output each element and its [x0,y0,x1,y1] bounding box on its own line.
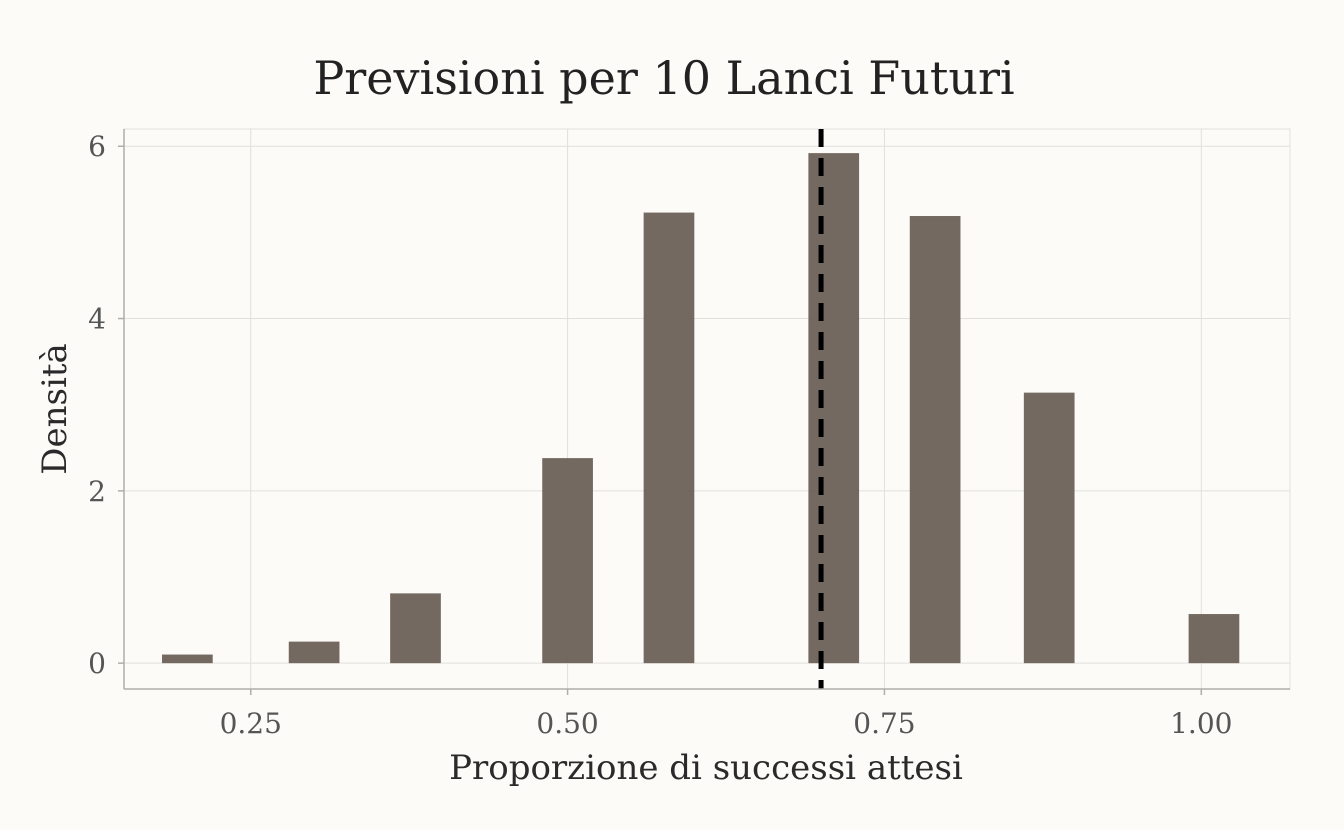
x-tick-labels: 0.25 0.50 0.75 1.00 [220,689,1232,740]
histogram-bar [162,654,213,664]
panel-border [123,128,1291,690]
grid-lines [123,128,1291,690]
x-tick-label: 0.50 [536,707,598,740]
histogram-bar [643,212,695,664]
chart-title: Previsioni per 10 Lanci Futuri [313,51,1014,105]
histogram-bar [1023,392,1075,664]
y-tick-labels: 0 2 4 6 [88,130,124,680]
y-axis-label: Densità [35,343,75,475]
histogram-bar [909,216,961,664]
histogram-bar [542,458,593,664]
bars [162,153,1240,664]
histogram-bar [288,641,340,664]
histogram-bar [1188,614,1240,664]
axes [123,129,1290,690]
x-axis-label: Proporzione di successi attesi [449,748,963,788]
x-tick-label: 1.00 [1170,707,1232,740]
histogram-bar [808,153,860,664]
x-tick-label: 0.25 [220,707,282,740]
x-tick-label: 0.75 [853,707,915,740]
y-tick-label: 0 [88,647,106,680]
y-tick-label: 4 [88,303,106,336]
y-tick-label: 2 [88,475,106,508]
histogram-bar [390,593,441,664]
y-tick-label: 6 [88,130,106,163]
